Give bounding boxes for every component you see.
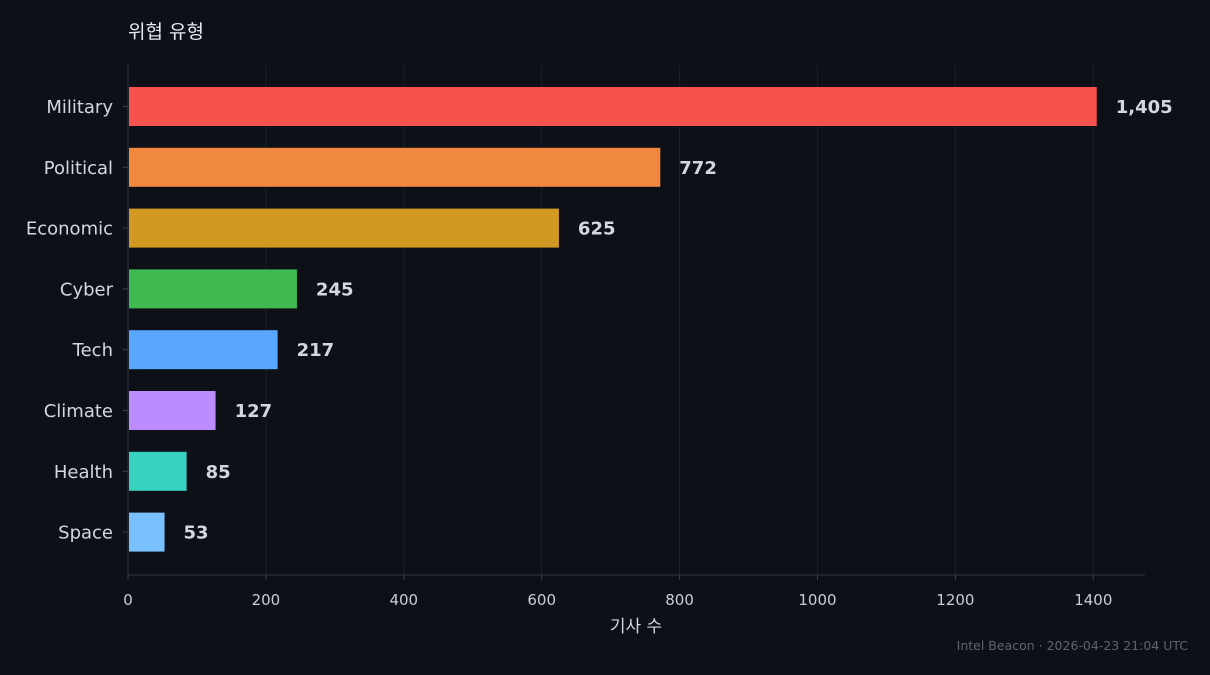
x-tick-label: 200 <box>252 591 281 609</box>
category-label: Space <box>58 523 113 544</box>
x-tick-label: 600 <box>527 591 556 609</box>
value-label: 772 <box>679 158 717 179</box>
bar-space <box>129 512 165 552</box>
value-label: 85 <box>206 462 231 483</box>
bars: 1,405 772 625 245 217 127 85 53 <box>129 87 1173 552</box>
category-label: Health <box>54 462 113 483</box>
bar-political <box>129 147 661 187</box>
bar-climate <box>129 391 216 430</box>
value-label: 245 <box>316 279 354 300</box>
grid-lines <box>265 65 1094 575</box>
x-tick-label: 800 <box>665 591 694 609</box>
x-tick-label: 0 <box>123 591 133 609</box>
x-axis-label: 기사 수 <box>610 617 662 637</box>
value-label: 1,405 <box>1116 97 1173 118</box>
bar-cyber <box>129 269 297 309</box>
value-label: 53 <box>184 523 209 544</box>
x-tick-label: 1400 <box>1074 591 1112 609</box>
axes: 0 200 400 600 800 1000 1200 1400 Military Politic… <box>26 65 1145 609</box>
x-tick-label: 1000 <box>798 591 836 609</box>
category-label: Tech <box>72 340 113 361</box>
value-label: 217 <box>297 340 335 361</box>
bar-military <box>129 87 1097 126</box>
category-label: Cyber <box>60 279 114 300</box>
category-label: Military <box>46 97 113 118</box>
bar-tech <box>129 330 278 370</box>
value-label: 127 <box>235 401 273 422</box>
category-label: Climate <box>44 401 113 422</box>
category-label: Political <box>44 158 113 179</box>
bar-health <box>129 451 187 491</box>
footer-caption: Intel Beacon · 2026-04-23 21:04 UTC <box>957 638 1189 653</box>
chart-title: 위협 유형 <box>128 21 204 43</box>
bar-economic <box>129 208 559 248</box>
category-label: Economic <box>26 219 113 240</box>
x-tick-label: 400 <box>389 591 418 609</box>
value-label: 625 <box>578 219 616 240</box>
x-tick-label: 1200 <box>936 591 974 609</box>
